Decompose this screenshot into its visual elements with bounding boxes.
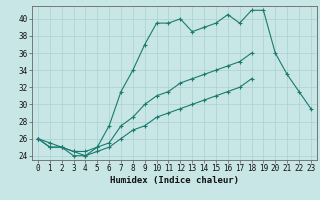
X-axis label: Humidex (Indice chaleur): Humidex (Indice chaleur) (110, 176, 239, 185)
